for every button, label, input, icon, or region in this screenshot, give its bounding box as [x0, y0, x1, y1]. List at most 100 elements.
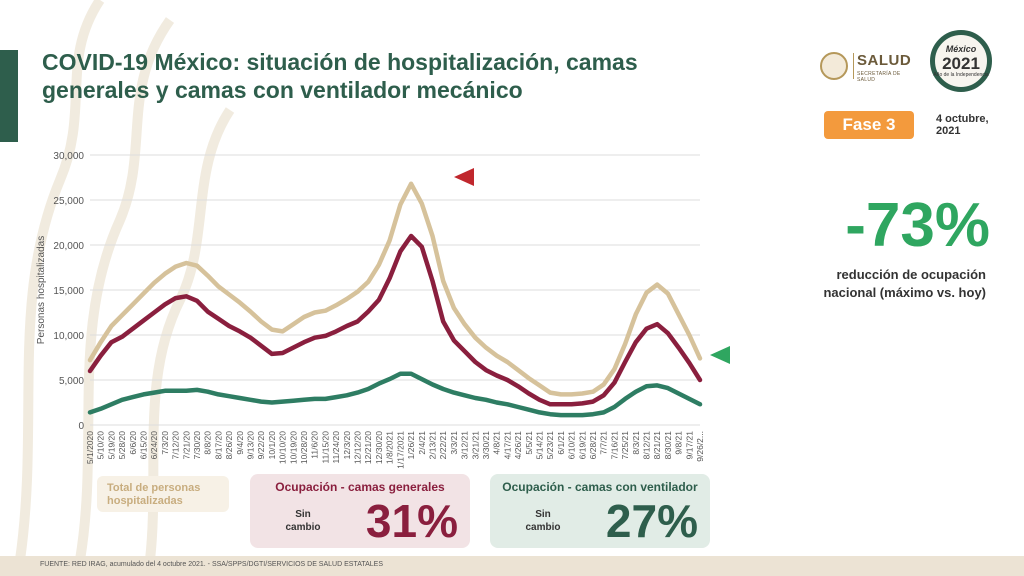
x-tick-label: 5/28/20 — [117, 431, 127, 460]
x-tick-label: 2/4/21 — [417, 431, 427, 455]
x-tick-label: 10/19/20 — [288, 431, 298, 464]
x-tick-label: 5/14/21 — [534, 431, 544, 460]
series-line-total — [87, 181, 703, 397]
y-tick-label: 30,000 — [53, 151, 84, 162]
x-tick-label: 5/19/20 — [106, 431, 116, 460]
x-tick-label: 9/26/2... — [695, 431, 705, 462]
x-tick-label: 8/12/21 — [641, 431, 651, 460]
x-tick-label: 5/10/20 — [96, 431, 106, 460]
x-tick-label: 10/28/20 — [299, 431, 309, 464]
salud-logo: SALUD SECRETARÍA DE SALUD — [820, 50, 920, 84]
x-tick-label: 9/22/20 — [256, 431, 266, 460]
x-tick-label: 1/26/21 — [406, 431, 416, 460]
anniversary-line-3: Año de la Independencia — [933, 72, 989, 78]
x-tick-label: 12/21/20 — [363, 431, 373, 464]
panel-ventilator-beds: Ocupación - camas con ventilador Sin cam… — [490, 474, 710, 548]
marker-triangle-peak — [454, 168, 474, 186]
reduction-value: -73% — [845, 191, 990, 260]
reduction-line-2: nacional (máximo vs. hoy) — [823, 285, 986, 300]
x-tick-label: 4/26/21 — [513, 431, 523, 460]
report-date-line-2: 2021 — [936, 125, 961, 137]
marker-triangle-latest — [710, 346, 730, 364]
x-tick-label: 11/24/20 — [331, 431, 341, 464]
salud-seal-icon — [820, 52, 848, 80]
x-tick-label: 2/22/21 — [438, 431, 448, 460]
anniversary-year: 2021 — [942, 54, 980, 73]
x-tick-label: 8/17/20 — [213, 431, 223, 460]
y-tick-label: 15,000 — [53, 286, 84, 297]
x-tick-label: 10/10/20 — [278, 431, 288, 464]
accent-bar — [0, 50, 18, 142]
x-tick-label: 12/3/20 — [342, 431, 352, 460]
salud-logo-name: SALUD — [857, 52, 912, 69]
x-tick-label: 6/15/20 — [139, 431, 149, 460]
series-line-ventilator — [87, 371, 703, 418]
x-tick-label: 6/6/20 — [128, 431, 138, 455]
legend-total-line-1: Total de personas — [107, 482, 201, 494]
x-tick-label: 2/13/21 — [427, 431, 437, 460]
x-tick-label: 3/21/21 — [470, 431, 480, 460]
x-tick-label: 7/7/21 — [599, 431, 609, 455]
legend-total: Total de personas hospitalizadas — [97, 476, 229, 512]
x-tick-label: 6/24/20 — [149, 431, 159, 460]
y-tick-label: 20,000 — [53, 241, 84, 252]
panel-ventilator-status: Sin cambio — [518, 508, 568, 534]
x-tick-label: 7/30/20 — [192, 431, 202, 460]
report-date-line-1: 4 octubre, — [936, 113, 989, 125]
x-tick-label: 3/30/21 — [481, 431, 491, 460]
panel-ventilator-header: Ocupación - camas con ventilador — [502, 480, 698, 494]
x-tick-label: 6/28/21 — [588, 431, 598, 460]
x-tick-label: 7/12/20 — [171, 431, 181, 460]
x-tick-label: 9/4/20 — [235, 431, 245, 455]
anniversary-line-1: México — [945, 44, 977, 54]
x-tick-label: 6/1/21 — [556, 431, 566, 455]
panel-ventilator-value: 27% — [605, 495, 698, 547]
legend-total-line-2: hospitalizadas — [107, 495, 183, 507]
x-tick-label: 8/30/21 — [663, 431, 673, 460]
x-tick-label: 4/8/21 — [492, 431, 502, 455]
x-tick-label: 1/8/2021 — [385, 431, 395, 464]
title-line-2: generales y camas con ventilador mecánic… — [42, 77, 523, 103]
x-tick-label: 12/30/20 — [374, 431, 384, 464]
x-tick-label: 5/1/2020 — [85, 431, 95, 464]
reduction-line-1: reducción de ocupación — [836, 267, 986, 282]
x-tick-label: 7/16/21 — [609, 431, 619, 460]
logo-divider — [853, 53, 854, 79]
page-title: COVID-19 México: situación de hospitaliz… — [42, 48, 742, 104]
x-tick-label: 3/3/21 — [449, 431, 459, 455]
x-tick-label: 7/25/21 — [620, 431, 630, 460]
x-tick-label: 8/21/21 — [652, 431, 662, 460]
title-line-1: COVID-19 México: situación de hospitaliz… — [42, 49, 638, 75]
x-tick-label: 10/1/20 — [267, 431, 277, 460]
x-tick-label: 9/17/21 — [684, 431, 694, 460]
anniversary-logo: México 2021 Año de la Independencia — [930, 30, 994, 102]
x-tick-label: 8/26/20 — [224, 431, 234, 460]
panel-general-status-line-2: cambio — [285, 522, 321, 533]
panel-general-status-line-1: Sin — [295, 509, 311, 520]
x-tick-label: 5/23/21 — [545, 431, 555, 460]
x-tick-label: 9/8/21 — [674, 431, 684, 455]
footer-bar: FUENTE: RED IRAG, acumulado del 4 octubr… — [0, 556, 1024, 576]
x-tick-label: 11/15/20 — [320, 431, 330, 464]
reduction-description: reducción de ocupación nacional (máximo … — [790, 266, 986, 302]
x-tick-label: 11/6/20 — [310, 431, 320, 459]
x-tick-label: 7/3/20 — [160, 431, 170, 455]
salud-logo-subtitle: SECRETARÍA DE SALUD — [857, 71, 901, 83]
x-tick-label: 9/13/20 — [246, 431, 256, 460]
report-date: 4 octubre, 2021 — [936, 113, 989, 137]
x-tick-label: 6/19/21 — [577, 431, 587, 460]
x-tick-label: 6/10/21 — [567, 431, 577, 460]
panel-general-header: Ocupación - camas generales — [275, 480, 445, 494]
anniversary-ring-icon — [930, 30, 992, 92]
x-tick-label: 5/5/21 — [524, 431, 534, 455]
panel-general-beds: Ocupación - camas generales Sin cambio 3… — [250, 474, 470, 548]
y-tick-label: 25,000 — [53, 196, 84, 207]
series-line-general — [87, 233, 703, 407]
x-tick-label: 3/12/21 — [460, 431, 470, 460]
panel-ventilator-status-line-1: Sin — [535, 509, 551, 520]
x-tick-label: 7/21/20 — [181, 431, 191, 460]
y-axis-label: Personas hospitalizadas — [36, 236, 47, 344]
panel-general-value: 31% — [365, 495, 458, 547]
x-tick-label: 1/17/2021 — [395, 431, 405, 469]
